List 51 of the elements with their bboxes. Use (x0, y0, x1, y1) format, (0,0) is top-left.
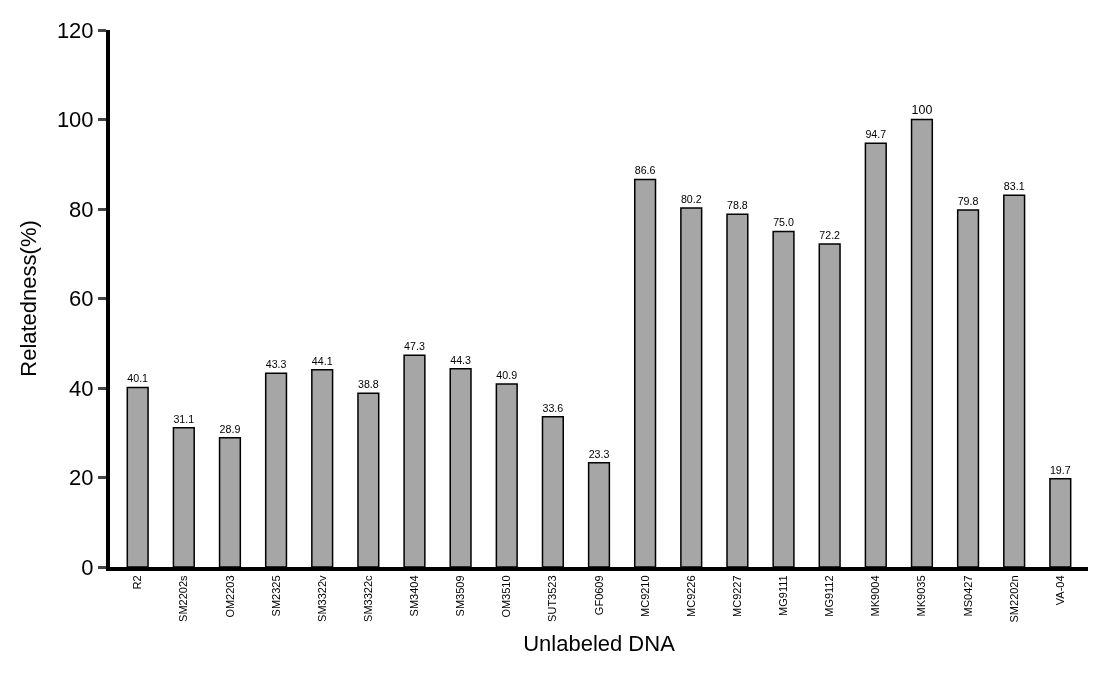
data-label: 43.3 (265, 358, 287, 371)
data-label: 83.1 (1003, 180, 1025, 192)
data-label: 38.8 (357, 378, 379, 391)
x-tick-label: MC9210 (638, 575, 651, 617)
x-tick-label: MC9227 (730, 575, 743, 617)
x-tick-label: MK9035 (915, 575, 928, 617)
data-label: 44.1 (311, 354, 333, 367)
data-label: 100 (911, 103, 933, 118)
x-tick-label: VA-04 (1053, 575, 1066, 606)
data-label: 23.3 (588, 447, 610, 460)
data-label: 79.8 (957, 194, 979, 207)
y-tick-label: 120 (56, 17, 94, 43)
x-tick-label: SM3404 (408, 575, 421, 617)
y-tick-label: 0 (81, 554, 94, 580)
x-axis-title: Unlabeled DNA (523, 630, 676, 656)
data-label: 47.3 (404, 340, 425, 353)
x-tick-label: MG9112 (823, 575, 836, 617)
x-tick-label: OM2203 (223, 575, 236, 618)
data-label: 19.7 (1049, 463, 1071, 476)
y-tick-label: 80 (69, 196, 94, 222)
data-label: 78.8 (727, 199, 748, 212)
y-tick-label: 40 (69, 375, 94, 401)
x-tick-label: MK9004 (869, 575, 882, 617)
y-tick-label: 100 (56, 107, 94, 133)
y-axis-title: Relatedness(%) (16, 220, 42, 377)
data-label: 86.6 (634, 164, 656, 177)
x-tick-label: GF0609 (592, 575, 605, 616)
x-tick-label: OM3510 (500, 575, 513, 618)
x-tick-label: SM2202n (1007, 575, 1020, 623)
x-tick-label: MC9226 (684, 575, 697, 617)
x-tick-label: SM3509 (454, 575, 467, 617)
x-tick-label: SM2325 (269, 575, 282, 617)
data-label: 75.0 (773, 216, 794, 229)
x-tick-label: R2 (131, 575, 144, 590)
y-tick-label: 60 (69, 286, 94, 312)
data-label: 80.2 (680, 192, 702, 205)
data-label: 40.1 (127, 372, 149, 385)
x-tick-label: MS0427 (961, 575, 974, 617)
data-label: 28.9 (219, 422, 241, 435)
data-label: 72.2 (819, 228, 841, 241)
data-label: 44.3 (450, 353, 472, 366)
x-tick-label: SM2202s (177, 574, 190, 622)
data-label: 40.9 (496, 368, 518, 381)
x-tick-label: SM3322v (315, 574, 328, 622)
x-tick-label: MG9111 (777, 575, 790, 616)
x-tick-label: SUT3523 (546, 575, 559, 622)
data-label: 31.1 (173, 412, 195, 425)
y-tick-label: 20 (69, 465, 94, 491)
x-tick-label: SM3322c (361, 574, 374, 622)
data-label: 94.7 (865, 128, 887, 141)
data-label: 33.6 (542, 401, 564, 414)
